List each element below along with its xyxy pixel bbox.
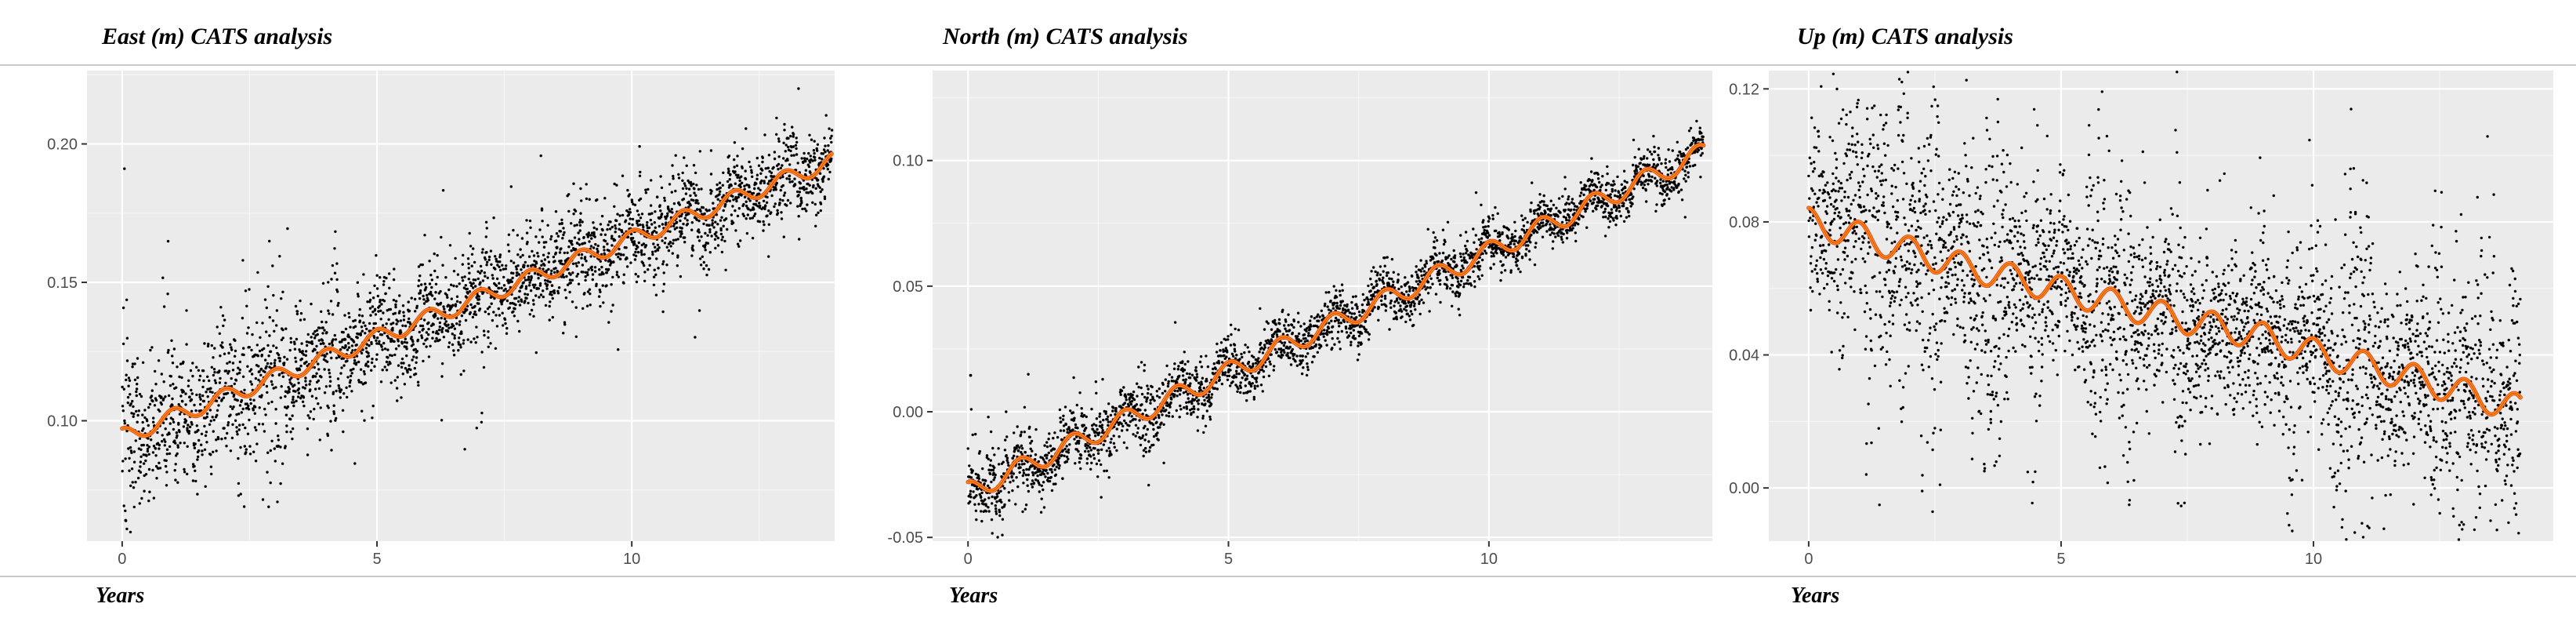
top-rule: [854, 64, 1716, 66]
axis-tick-marks: [82, 143, 633, 547]
x-tick-label: 5: [372, 551, 381, 568]
gridlines-major: [933, 71, 1712, 541]
y-axis-labels: 0.00 0.04 0.08 0.12: [1729, 81, 1759, 497]
gridlines-minor: [87, 71, 835, 541]
x-tick-label: 5: [1224, 551, 1233, 568]
x-tick-label: 10: [2305, 551, 2322, 568]
plot-svg-north: 0 5 10 -0.05 0.00 0.05 0.10: [887, 71, 1712, 568]
x-tick-label: 5: [2056, 551, 2065, 568]
y-tick-label: 0.15: [47, 275, 78, 292]
plot-panel: [933, 71, 1712, 541]
y-tick-label: 0.10: [47, 413, 78, 430]
fit-line: [120, 151, 834, 438]
x-axis-title: Years: [96, 584, 145, 608]
x-tick-label: 0: [118, 551, 126, 568]
axis-tick-marks: [1763, 88, 2315, 547]
y-tick-label: -0.05: [887, 529, 923, 547]
x-axis-title: Years: [1791, 584, 1840, 608]
plot-panel: [87, 71, 835, 541]
x-tick-label: 10: [1480, 551, 1498, 568]
y-tick-label: 0.04: [1729, 347, 1759, 365]
y-tick-label: 0.08: [1729, 214, 1759, 231]
x-axis-title: Years: [949, 584, 998, 608]
fit-line: [966, 143, 1706, 493]
top-rule: [0, 64, 854, 66]
y-tick-label: 0.05: [893, 278, 923, 296]
y-tick-label: 0.12: [1729, 81, 1759, 98]
x-axis-labels: 0 5 10: [964, 551, 1498, 568]
x-tick-label: 0: [1804, 551, 1813, 568]
chart-title: East (m) CATS analysis: [102, 24, 333, 49]
bottom-rule: [1716, 576, 2576, 577]
y-tick-label: 0.10: [893, 153, 923, 170]
x-axis-labels: 0 5 10: [1804, 551, 2322, 568]
chart-section-east: East (m) CATS analysis 0 5 10 0.10 0.15 0.20 …: [0, 0, 854, 629]
y-tick-label: 0.00: [1729, 480, 1759, 497]
bottom-rule: [854, 576, 1716, 577]
y-axis-labels: -0.05 0.00 0.05 0.10: [887, 153, 923, 547]
top-rule: [1716, 64, 2576, 66]
gridlines-minor: [1769, 71, 2553, 541]
gridlines-minor: [933, 71, 1712, 541]
chart-title: North (m) CATS analysis: [943, 24, 1188, 49]
chart-section-north: North (m) CATS analysis 0 5 10 -0.05 0.00 0.0…: [854, 0, 1716, 629]
x-tick-label: 10: [623, 551, 640, 568]
y-axis-labels: 0.10 0.15 0.20: [47, 136, 78, 431]
y-tick-label: 0.00: [893, 404, 923, 421]
x-axis-labels: 0 5 10: [118, 551, 640, 568]
chart-section-up: Up (m) CATS analysis 0 5 10 0.00 0.04 0.08 0.1…: [1716, 0, 2576, 629]
y-tick-label: 0.20: [47, 136, 78, 154]
axis-tick-marks: [927, 159, 1490, 547]
bottom-rule: [0, 576, 854, 577]
chart-title: Up (m) CATS analysis: [1797, 24, 2013, 49]
plot-svg-east: 0 5 10 0.10 0.15 0.20: [47, 71, 835, 568]
gridlines-major: [87, 71, 835, 541]
fit-line: [1806, 205, 2523, 417]
x-tick-label: 0: [964, 551, 973, 568]
plot-svg-up: 0 5 10 0.00 0.04 0.08 0.12: [1729, 71, 2553, 568]
